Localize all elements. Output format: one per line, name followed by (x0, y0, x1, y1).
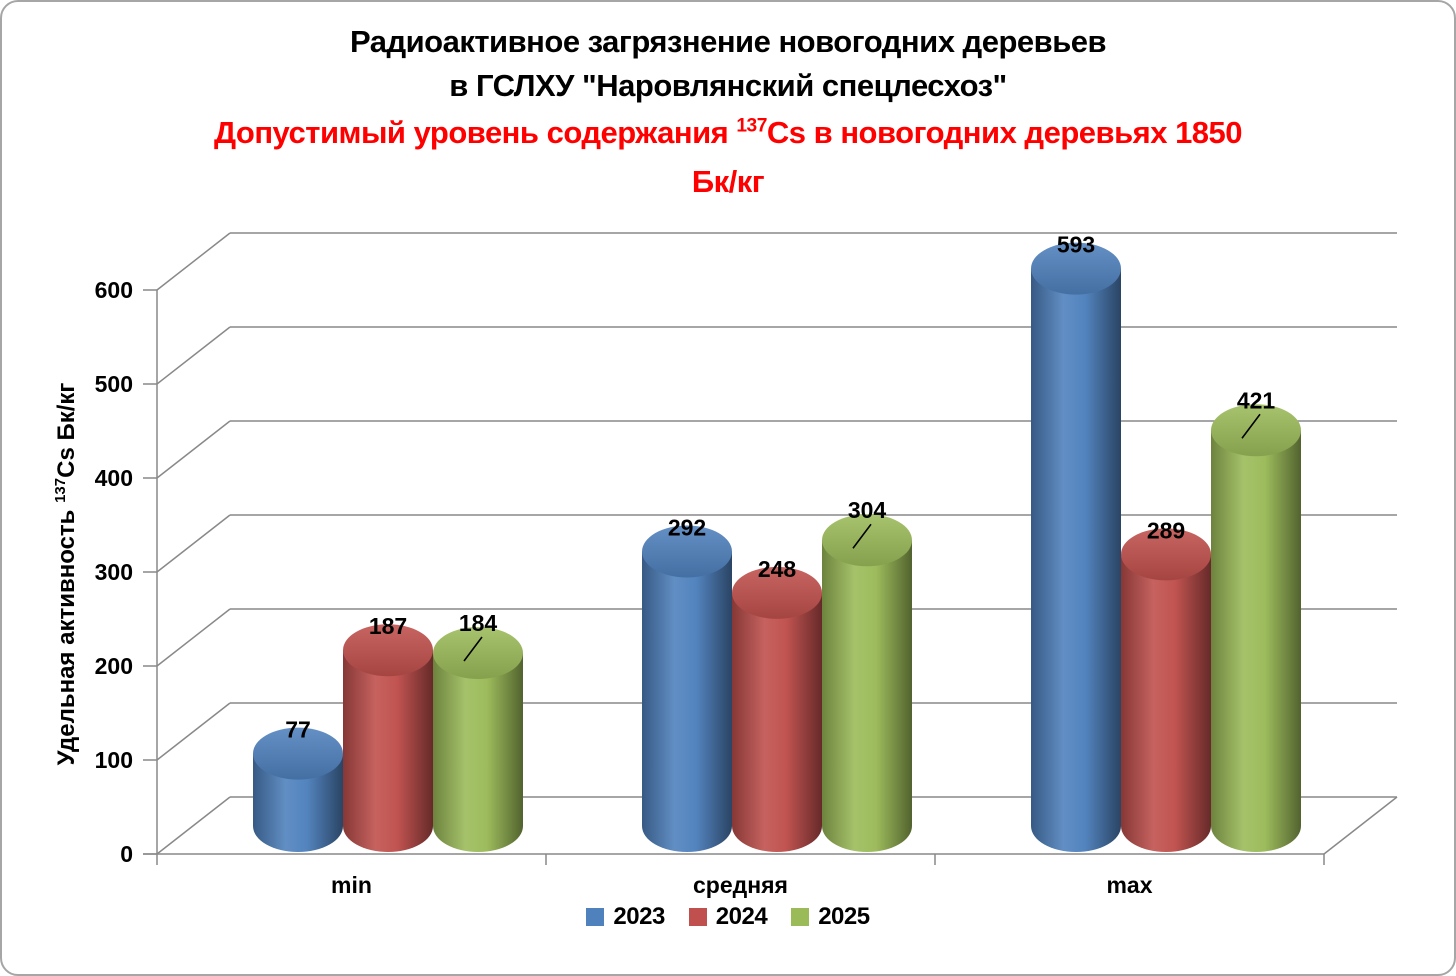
bar-body-2023-средняя (642, 551, 732, 826)
legend-label-2024: 2024 (715, 903, 768, 930)
bar-body-2023-max (1031, 268, 1121, 827)
gridline-diagonal-0 (156, 796, 231, 855)
data-label-leader-2025-min (463, 636, 483, 662)
y-tick-label-0: 0 (120, 841, 133, 867)
data-label-2024-min: 187 (369, 613, 407, 639)
gridline-diagonal-200 (156, 608, 231, 667)
data-label-2023-min: 77 (285, 717, 311, 743)
legend-item-2025: 2025 (791, 903, 870, 931)
y-tick-label-500: 500 (95, 371, 133, 397)
gridline-diagonal-600 (156, 232, 231, 291)
gridline-diagonal-300 (156, 514, 231, 573)
bar-body-2025-средняя (822, 540, 912, 826)
floor-right-diagonal (1323, 796, 1398, 855)
chart-subtitle-line2: Бк/кг (691, 164, 765, 199)
bar-cap-2025-средняя (822, 514, 912, 567)
y-tick-label-200: 200 (95, 653, 133, 679)
bar-cap-2024-средняя (732, 566, 822, 619)
gridline-diagonal-400 (156, 420, 231, 479)
gridline-diagonal-500 (156, 326, 231, 385)
y-tick-label-300: 300 (95, 559, 133, 585)
subtitle-rest: Cs в новогодних деревьях 1850 (766, 115, 1243, 150)
data-label-2023-max: 593 (1057, 232, 1095, 258)
legend-item-2023: 2023 (586, 903, 665, 931)
bar-cap-2024-max (1121, 528, 1211, 581)
data-label-leader-2025-средняя (852, 523, 872, 549)
chart-title-block: Радиоактивное загрязнение новогодних дер… (2, 20, 1454, 206)
y-tick-label-600: 600 (95, 277, 133, 303)
subtitle-isotope-superscript: 137 (736, 115, 767, 137)
bar-body-2024-min (343, 650, 433, 826)
legend-swatch-2023 (586, 908, 605, 926)
data-label-2023-средняя: 292 (668, 515, 706, 541)
data-label-2025-max: 421 (1237, 387, 1276, 413)
legend-item-2024: 2024 (688, 903, 768, 931)
bar-cap-2025-max (1211, 404, 1301, 457)
legend-label-2023: 2023 (613, 903, 665, 930)
legend-swatch-2024 (688, 908, 707, 926)
chart-title-line2: в ГСЛХУ "Наровлянский спецлесхоз" (449, 68, 1007, 103)
bar-body-2024-средняя (732, 592, 822, 826)
legend-label-2025: 2025 (818, 903, 870, 930)
bar-cap-2024-min (343, 624, 433, 677)
y-tick-label-400: 400 (95, 465, 133, 491)
gridline-diagonal-100 (156, 702, 231, 761)
data-label-leader-2025-max (1241, 413, 1261, 439)
bar-cap-2025-min (433, 627, 523, 680)
category-label-max: max (1106, 872, 1152, 898)
legend-swatch-2025 (791, 908, 810, 926)
bar-body-2024-max (1121, 554, 1211, 826)
data-label-2025-средняя: 304 (848, 497, 887, 523)
bar-cap-2023-min (253, 727, 343, 780)
bar-cap-2023-max (1031, 242, 1121, 295)
chart-legend: 2023 2024 2025 (2, 903, 1454, 931)
data-label-2025-min: 184 (459, 610, 498, 636)
bar-body-2025-min (433, 653, 523, 826)
data-label-2024-средняя: 248 (758, 556, 797, 582)
bar-cap-2023-средняя (642, 525, 732, 578)
y-axis-title: Удельная активность 137Cs Бк/кг (52, 383, 80, 766)
bar-body-2025-max (1211, 430, 1301, 826)
data-label-2024-max: 289 (1147, 517, 1185, 543)
chart-subtitle-line1: Допустимый уровень содержания 137Cs в но… (2, 108, 1454, 157)
chart-title-line1: Радиоактивное загрязнение новогодних дер… (349, 24, 1107, 59)
category-label-средняя: средняя (693, 872, 788, 898)
category-label-min: min (331, 872, 372, 898)
subtitle-prefix: Допустимый уровень содержания (213, 115, 737, 150)
y-tick-label-100: 100 (95, 747, 133, 773)
